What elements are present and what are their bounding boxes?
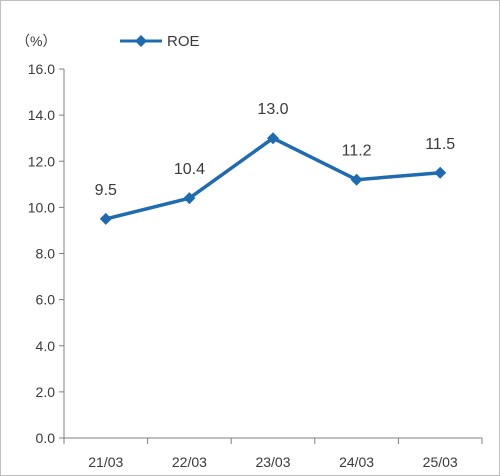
roe-data-point [350,173,363,186]
x-tick-label: 22/03 [172,454,207,470]
y-tick-label: 4.0 [36,338,56,354]
y-tick-label: 10.0 [28,199,55,215]
y-tick-label: 6.0 [36,292,56,308]
roe-series-line [105,136,441,221]
x-axis-ticks: 21/03 22/03 23/03 24/03 25/03 [63,438,483,470]
roe-series: 9.5 10.4 13.0 11.2 11.5 [95,101,455,225]
roe-data-label: 11.2 [342,143,372,160]
roe-data-point [267,132,279,145]
x-tick-label: 25/03 [423,454,458,470]
y-tick-label: 8.0 [36,246,56,262]
roe-data-point [434,166,447,179]
y-axis-unit: （%） [16,33,56,49]
y-axis-ticks: 0.0 2.0 4.0 6.0 8.0 10.0 12.0 14.0 16.0 [28,61,64,446]
legend-marker [135,35,147,47]
roe-data-label: 9.5 [95,182,117,199]
roe-data-point [183,192,196,205]
y-tick-label: 14.0 [28,107,55,123]
y-tick-label: 12.0 [28,153,55,169]
roe-data-label: 11.5 [425,136,455,153]
y-tick-label: 0.0 [36,430,56,446]
x-tick-label: 24/03 [339,454,374,470]
x-tick-label: 23/03 [255,454,290,470]
y-tick-label: 16.0 [28,61,55,77]
roe-data-label: 13.0 [257,101,288,118]
roe-data-point [99,212,112,225]
legend: ROE [120,33,200,50]
legend-label-roe: ROE [167,33,200,50]
roe-data-label: 10.4 [174,161,205,178]
x-tick-label: 21/03 [88,454,123,470]
y-tick-label: 2.0 [36,384,56,400]
